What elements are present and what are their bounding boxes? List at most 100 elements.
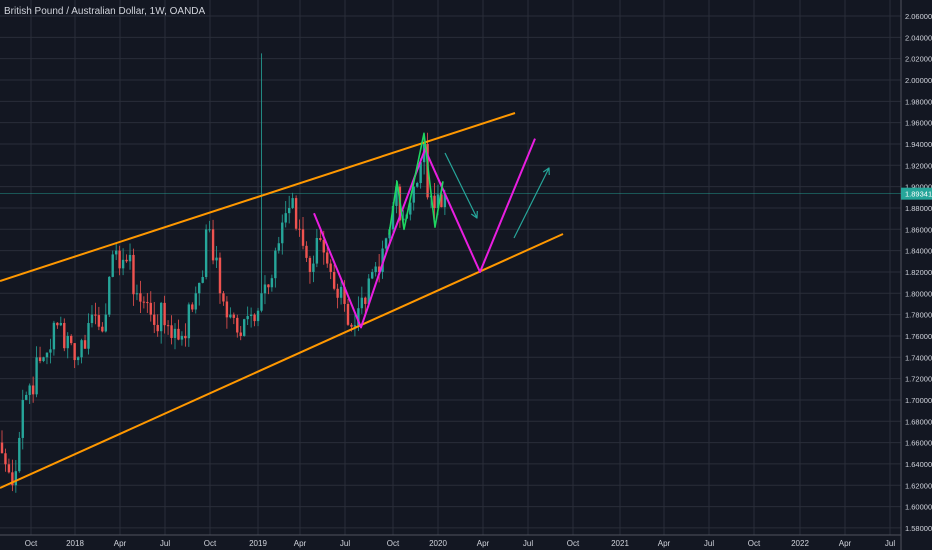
price-tick-label: 1.90000 [905, 183, 932, 192]
candle-body [440, 194, 443, 208]
candle-body [35, 357, 38, 395]
time-tick-label: Oct [204, 539, 217, 548]
price-tick-label: 1.84000 [905, 247, 932, 256]
candle-body [218, 257, 222, 294]
candle-body [194, 293, 197, 310]
candle-body [339, 286, 343, 298]
price-tick-label: 1.74000 [905, 353, 932, 362]
candle-body [357, 308, 360, 326]
candle-body [170, 325, 173, 338]
candle-body [49, 349, 52, 353]
arrow-down [444, 152, 478, 219]
candle-body [132, 254, 135, 295]
candle-body [184, 335, 187, 339]
candle-body [187, 304, 191, 339]
arrow-up [513, 167, 550, 239]
candle-body [142, 301, 146, 303]
candle-body [367, 278, 370, 304]
candle-body [239, 332, 242, 336]
candle-body [59, 322, 63, 326]
candle-body [97, 315, 101, 327]
candle-body [21, 399, 24, 438]
candle-body [371, 272, 374, 279]
candle-body [374, 266, 377, 273]
last-price-label: 1.89341 [905, 190, 932, 199]
price-tick-label: 1.62000 [905, 481, 932, 490]
candle-body [104, 314, 107, 332]
candle-body [301, 229, 305, 246]
arrow-up-head [542, 167, 550, 176]
price-tick-label: 1.86000 [905, 225, 932, 234]
time-tick-label: 2018 [66, 539, 84, 548]
candle-body [284, 213, 287, 223]
candle-body [267, 284, 270, 288]
candle-body [253, 314, 256, 322]
price-tick-label: 1.82000 [905, 268, 932, 277]
candle-body [108, 276, 111, 315]
candle-body [270, 278, 274, 288]
channel-lower-line [0, 233, 564, 489]
candle-body [412, 186, 415, 203]
price-tick-label: 1.92000 [905, 161, 932, 170]
price-tick-label: 2.04000 [905, 33, 932, 42]
candle-body [294, 198, 298, 229]
candle-body [11, 472, 14, 486]
candle-body [28, 385, 31, 395]
candle-body [364, 297, 367, 304]
time-tick-label: Apr [477, 539, 490, 548]
candle-body [159, 302, 163, 332]
candle-body [52, 322, 56, 350]
price-tick-label: 1.88000 [905, 204, 932, 213]
candle-body [215, 257, 218, 261]
time-tick-label: 2019 [249, 539, 267, 548]
arrow-down-head [470, 210, 478, 219]
candle-body [87, 323, 90, 349]
candle-body [287, 207, 291, 214]
candle-body [56, 322, 59, 326]
candle-body [18, 437, 21, 472]
candle-body [312, 263, 315, 272]
candle-body [236, 317, 239, 333]
price-tick-label: 1.72000 [905, 375, 932, 384]
candle-body [25, 394, 28, 400]
candle-body [73, 343, 76, 361]
candle-body [353, 325, 357, 327]
price-tick-label: 1.76000 [905, 332, 932, 341]
candle-body [63, 322, 66, 349]
candle-body [198, 282, 201, 294]
candle-body [232, 314, 236, 318]
price-tick-label: 2.00000 [905, 76, 932, 85]
candle-body [76, 357, 80, 361]
time-tick-label: Jul [340, 539, 350, 548]
symbol-title: British Pound / Australian Dollar, 1W, O… [4, 6, 206, 17]
candle-body [156, 324, 159, 332]
candle-body [83, 340, 87, 349]
price-tick-label: 1.94000 [905, 140, 932, 149]
candle-body [146, 302, 149, 304]
candle-body [274, 250, 277, 279]
price-tick-label: 1.70000 [905, 396, 932, 405]
candle-body [249, 314, 253, 317]
last-price-badge [901, 187, 932, 200]
time-tick-label: Jul [704, 539, 714, 548]
candle-body [298, 228, 301, 230]
candle-body [308, 257, 312, 272]
candle-body [42, 357, 45, 362]
time-tick-label: Jul [160, 539, 170, 548]
candle-body [114, 250, 118, 255]
price-tick-label: 1.68000 [905, 417, 932, 426]
time-tick-label: Apr [658, 539, 671, 548]
price-tick-label: 1.98000 [905, 97, 932, 106]
time-tick-label: Oct [748, 539, 761, 548]
candle-body [346, 303, 350, 325]
price-tick-label: 1.66000 [905, 439, 932, 448]
candle-body [291, 198, 294, 208]
price-tick-label: 1.80000 [905, 289, 932, 298]
candle-body [31, 385, 35, 395]
candle-body [436, 194, 440, 208]
candle-body [111, 254, 114, 277]
candle-body [121, 259, 125, 269]
time-tick-label: Jul [523, 539, 533, 548]
candle-body [70, 335, 73, 344]
